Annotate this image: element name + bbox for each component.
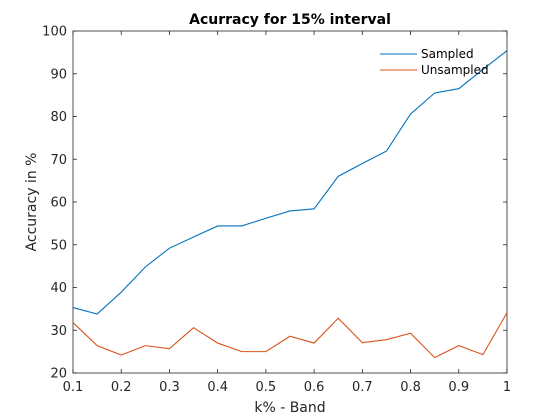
x-tick-label: 0.4 [207, 380, 228, 395]
x-axis-label: k% - Band [254, 400, 325, 416]
y-tick-label: 80 [50, 110, 67, 125]
x-tick-label: 0.3 [159, 380, 180, 395]
y-tick-label: 50 [50, 238, 67, 253]
x-tick-label: 0.2 [111, 380, 132, 395]
legend-label: Unsampled [421, 63, 489, 77]
x-tick-label: 0.6 [304, 380, 325, 395]
series-lines [72, 50, 508, 359]
x-tick-label: 0.5 [256, 380, 277, 395]
y-tick-label: 20 [50, 367, 67, 382]
chart-title: Acurracy for 15% interval [189, 12, 391, 28]
legend-label: Sampled [421, 47, 474, 61]
legend: Sampled Unsampled [380, 47, 489, 77]
y-tick-label: 30 [50, 324, 67, 339]
series-line-sampled [72, 50, 508, 315]
y-tick-label: 90 [50, 67, 67, 82]
y-tick-label: 100 [42, 25, 67, 40]
x-tick-label: 0.1 [63, 380, 84, 395]
x-axis-ticks: 0.1 0.2 0.3 0.4 0.5 0.6 0.7 0.8 0.9 1 [63, 31, 511, 395]
y-axis-label: Accuracy in % [24, 153, 40, 252]
y-tick-label: 60 [50, 196, 67, 211]
series-line-unsampled [72, 312, 508, 359]
x-tick-label: 0.8 [400, 380, 421, 395]
y-tick-label: 70 [50, 153, 67, 168]
x-tick-label: 1 [503, 380, 511, 395]
y-tick-label: 40 [50, 281, 67, 296]
x-tick-label: 0.9 [448, 380, 469, 395]
y-axis-ticks: 20 30 40 50 60 70 80 90 100 [42, 25, 507, 382]
x-tick-label: 0.7 [352, 380, 373, 395]
